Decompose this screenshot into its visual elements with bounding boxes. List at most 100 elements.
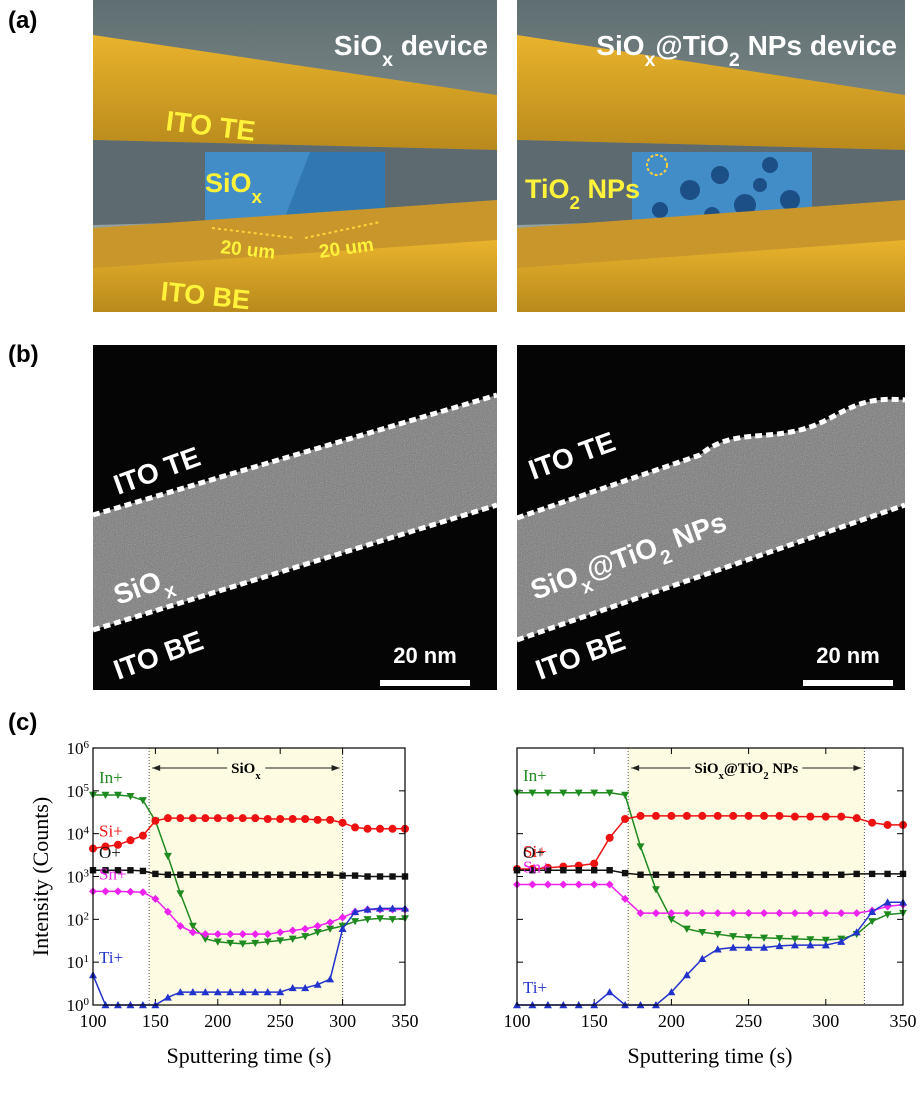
data-point <box>745 872 751 878</box>
data-point <box>791 813 799 821</box>
data-point <box>775 812 783 820</box>
text-part: NPs <box>580 174 640 204</box>
text-part: x <box>252 187 263 208</box>
data-point <box>339 819 347 827</box>
data-point <box>714 812 722 820</box>
text-part: @TiO <box>655 30 728 61</box>
data-point <box>621 792 629 799</box>
data-point <box>823 872 829 878</box>
data-point <box>868 819 876 827</box>
data-point <box>265 872 271 878</box>
data-point <box>559 881 567 889</box>
panel-label: (b) <box>8 341 39 368</box>
data-point <box>590 860 598 868</box>
data-point <box>240 872 246 878</box>
data-point <box>264 815 272 823</box>
text-part: SiO <box>334 30 382 61</box>
series-label: Ti+ <box>523 978 547 997</box>
data-point <box>884 871 890 877</box>
data-point <box>364 873 370 879</box>
data-point <box>807 872 813 878</box>
data-point <box>152 871 158 877</box>
data-point <box>684 872 690 878</box>
tick-base: 10 <box>67 825 84 844</box>
data-point <box>201 814 209 822</box>
text-part: 2 <box>570 193 581 214</box>
data-point <box>792 872 798 878</box>
data-point <box>715 872 721 878</box>
tick-base: 10 <box>67 868 84 887</box>
data-point <box>164 814 172 822</box>
data-point <box>126 836 134 844</box>
data-point <box>326 816 334 824</box>
text-part: 2 <box>729 49 740 71</box>
data-point <box>140 868 146 874</box>
data-point <box>139 888 147 896</box>
data-point <box>606 867 612 873</box>
data-point <box>667 812 675 820</box>
data-point <box>761 872 767 878</box>
data-point <box>176 814 184 822</box>
text-part: x <box>645 49 656 71</box>
data-point <box>730 872 736 878</box>
tick-base: 10 <box>67 910 84 929</box>
data-point <box>352 872 358 878</box>
scale-bar-label: 20 nm <box>816 643 880 668</box>
data-point <box>314 872 320 878</box>
data-point <box>637 872 643 878</box>
x-tick-label: 200 <box>204 1011 231 1031</box>
x-tick-label: 350 <box>392 1011 419 1031</box>
data-point <box>575 881 583 889</box>
data-point <box>327 872 333 878</box>
panel-label: (a) <box>8 7 37 34</box>
tick-base: 10 <box>67 739 84 758</box>
data-point <box>838 872 844 878</box>
data-point <box>289 815 297 823</box>
data-point <box>837 813 845 821</box>
x-tick-label: 150 <box>142 1011 169 1031</box>
text-part: SiO <box>205 168 252 198</box>
x-tick-label: 150 <box>581 1011 608 1031</box>
y-tick-label: 105 <box>67 782 90 801</box>
tick-exponent: 2 <box>84 910 90 922</box>
data-point <box>528 881 536 889</box>
data-point <box>776 872 782 878</box>
data-point <box>683 812 691 820</box>
x-tick-label: 350 <box>890 1011 917 1031</box>
data-point <box>760 812 768 820</box>
data-point <box>606 834 614 842</box>
text-part: NPs device <box>740 30 897 61</box>
data-point <box>544 881 552 889</box>
data-point <box>389 873 395 879</box>
data-point <box>151 817 159 825</box>
data-point <box>699 872 705 878</box>
series-label: Sn+ <box>523 858 551 877</box>
data-point <box>376 825 384 833</box>
data-point <box>729 812 737 820</box>
data-point <box>389 825 397 833</box>
data-point <box>190 872 196 878</box>
data-point <box>139 797 147 804</box>
text-part: SiO <box>596 30 644 61</box>
data-point <box>622 870 628 876</box>
text-part: SiO <box>694 761 718 777</box>
data-point <box>227 872 233 878</box>
series-label: Sn+ <box>99 864 127 883</box>
tick-exponent: 4 <box>84 825 90 837</box>
text-part: TiO <box>525 174 570 204</box>
data-point <box>301 815 309 823</box>
x-tick-label: 250 <box>267 1011 294 1031</box>
data-point <box>822 813 830 821</box>
data-point <box>591 867 597 873</box>
series-label: In+ <box>523 766 547 785</box>
data-point <box>139 832 147 840</box>
data-point <box>853 814 861 822</box>
series-label: O+ <box>99 843 121 862</box>
data-point <box>314 816 322 824</box>
x-tick-label: 200 <box>658 1011 685 1031</box>
x-tick-label: 250 <box>735 1011 762 1031</box>
data-point <box>745 812 753 820</box>
series-label: Si+ <box>99 822 123 841</box>
data-point <box>621 815 629 823</box>
data-point <box>606 988 614 995</box>
